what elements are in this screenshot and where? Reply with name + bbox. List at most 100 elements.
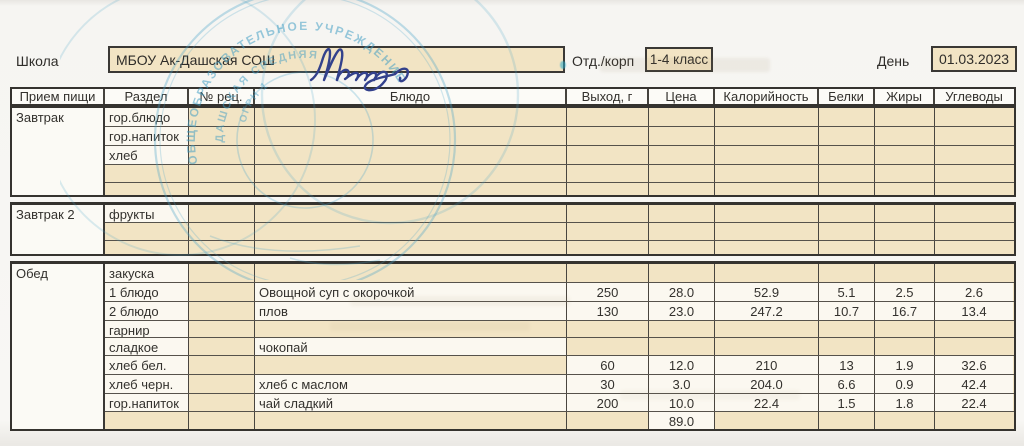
class-field: 1-4 класс xyxy=(645,47,713,72)
protein-cell xyxy=(819,264,875,282)
menu-table: Прием пищи Раздел № рец. Блюдо Выход, г … xyxy=(10,87,1016,431)
col-header-meal: Прием пищи xyxy=(12,89,105,104)
price-cell xyxy=(649,108,715,126)
school-name-value: МБОУ Ак-Дашская СОШ xyxy=(116,51,275,68)
kcal-cell xyxy=(715,108,819,126)
table-row xyxy=(105,241,1014,254)
out-cell xyxy=(567,146,649,164)
kcal-cell xyxy=(715,264,819,282)
section-breakfast2: Завтрак 2 фрукты xyxy=(10,202,1016,256)
razdel-cell: сладкое xyxy=(105,338,189,355)
price-cell: 89.0 xyxy=(649,412,715,429)
rec-cell xyxy=(189,394,255,411)
carbs-cell xyxy=(935,321,1013,337)
dish-cell xyxy=(255,165,567,182)
razdel-cell: закуска xyxy=(105,264,189,282)
price-cell xyxy=(649,205,715,222)
fat-cell xyxy=(875,127,935,145)
kcal-cell xyxy=(715,412,819,429)
col-header-kcal: Калорийность xyxy=(715,89,819,104)
out-cell xyxy=(567,264,649,282)
razdel-cell xyxy=(105,165,189,182)
price-cell xyxy=(649,223,715,240)
out-cell: 130 xyxy=(567,302,649,320)
carbs-cell xyxy=(935,165,1013,182)
kcal-cell xyxy=(715,338,819,355)
kcal-cell xyxy=(715,127,819,145)
table-row: 1 блюдо Овощной суп с окорочкой 250 28.0… xyxy=(105,283,1014,302)
price-cell xyxy=(649,264,715,282)
fat-cell xyxy=(875,241,935,254)
fat-cell xyxy=(875,205,935,222)
dish-cell xyxy=(255,183,567,195)
razdel-cell: гарнир xyxy=(105,321,189,337)
rec-cell xyxy=(189,283,255,301)
protein-cell xyxy=(819,338,875,355)
meal-name: Завтрак xyxy=(12,108,105,195)
rec-cell xyxy=(189,127,255,145)
protein-cell xyxy=(819,165,875,182)
out-cell: 250 xyxy=(567,283,649,301)
carbs-cell: 42.4 xyxy=(935,375,1013,393)
date-field: 01.03.2023 xyxy=(931,46,1017,72)
dish-cell xyxy=(255,108,567,126)
section-lunch: Обед закуска 1 блюдо Овощной суп с ок xyxy=(10,261,1016,431)
rec-cell xyxy=(189,241,255,254)
protein-cell: 1.5 xyxy=(819,394,875,411)
day-label: День xyxy=(877,53,910,69)
kcal-cell xyxy=(715,146,819,164)
dish-cell: хлеб с маслом xyxy=(255,375,567,393)
fat-cell xyxy=(875,223,935,240)
rec-cell xyxy=(189,375,255,393)
out-cell xyxy=(567,241,649,254)
fat-cell xyxy=(875,412,935,429)
fat-cell xyxy=(875,108,935,126)
protein-cell xyxy=(819,108,875,126)
price-cell xyxy=(649,338,715,355)
carbs-cell xyxy=(935,264,1013,282)
out-cell xyxy=(567,165,649,182)
rec-cell xyxy=(189,205,255,222)
fat-cell: 1.8 xyxy=(875,394,935,411)
table-row: хлеб черн. хлеб с маслом 30 3.0 204.0 6.… xyxy=(105,375,1014,394)
rec-cell xyxy=(189,356,255,374)
table-row: хлеб xyxy=(105,146,1014,165)
out-cell xyxy=(567,205,649,222)
carbs-cell xyxy=(935,412,1013,429)
fat-cell xyxy=(875,183,935,195)
price-cell xyxy=(649,321,715,337)
protein-cell xyxy=(819,223,875,240)
fat-cell xyxy=(875,338,935,355)
price-cell xyxy=(649,183,715,195)
dish-cell: чокопай xyxy=(255,338,567,355)
dish-cell xyxy=(255,241,567,254)
table-row: хлеб бел. 60 12.0 210 13 1.9 32.6 xyxy=(105,356,1014,375)
dish-cell: Овощной суп с окорочкой xyxy=(255,283,567,301)
carbs-cell xyxy=(935,183,1013,195)
razdel-cell xyxy=(105,183,189,195)
price-cell xyxy=(649,241,715,254)
col-header-rec: № рец. xyxy=(189,89,255,104)
protein-cell xyxy=(819,205,875,222)
fat-cell xyxy=(875,264,935,282)
razdel-cell: хлеб бел. xyxy=(105,356,189,374)
kcal-cell xyxy=(715,183,819,195)
dish-cell xyxy=(255,264,567,282)
kcal-cell: 22.4 xyxy=(715,394,819,411)
dish-cell xyxy=(255,223,567,240)
section-breakfast: Завтрак гор.блюдо гор.напиток xyxy=(10,106,1016,197)
razdel-cell xyxy=(105,241,189,254)
price-cell: 3.0 xyxy=(649,375,715,393)
price-cell: 10.0 xyxy=(649,394,715,411)
table-row xyxy=(105,183,1014,195)
out-cell xyxy=(567,412,649,429)
razdel-cell xyxy=(105,412,189,429)
razdel-cell: 2 блюдо xyxy=(105,302,189,320)
rec-cell xyxy=(189,165,255,182)
out-cell xyxy=(567,338,649,355)
date-value: 01.03.2023 xyxy=(938,51,1010,67)
protein-cell: 5.1 xyxy=(819,283,875,301)
table-row: 89.0 xyxy=(105,412,1014,429)
fat-cell: 2.5 xyxy=(875,283,935,301)
rec-cell xyxy=(189,223,255,240)
